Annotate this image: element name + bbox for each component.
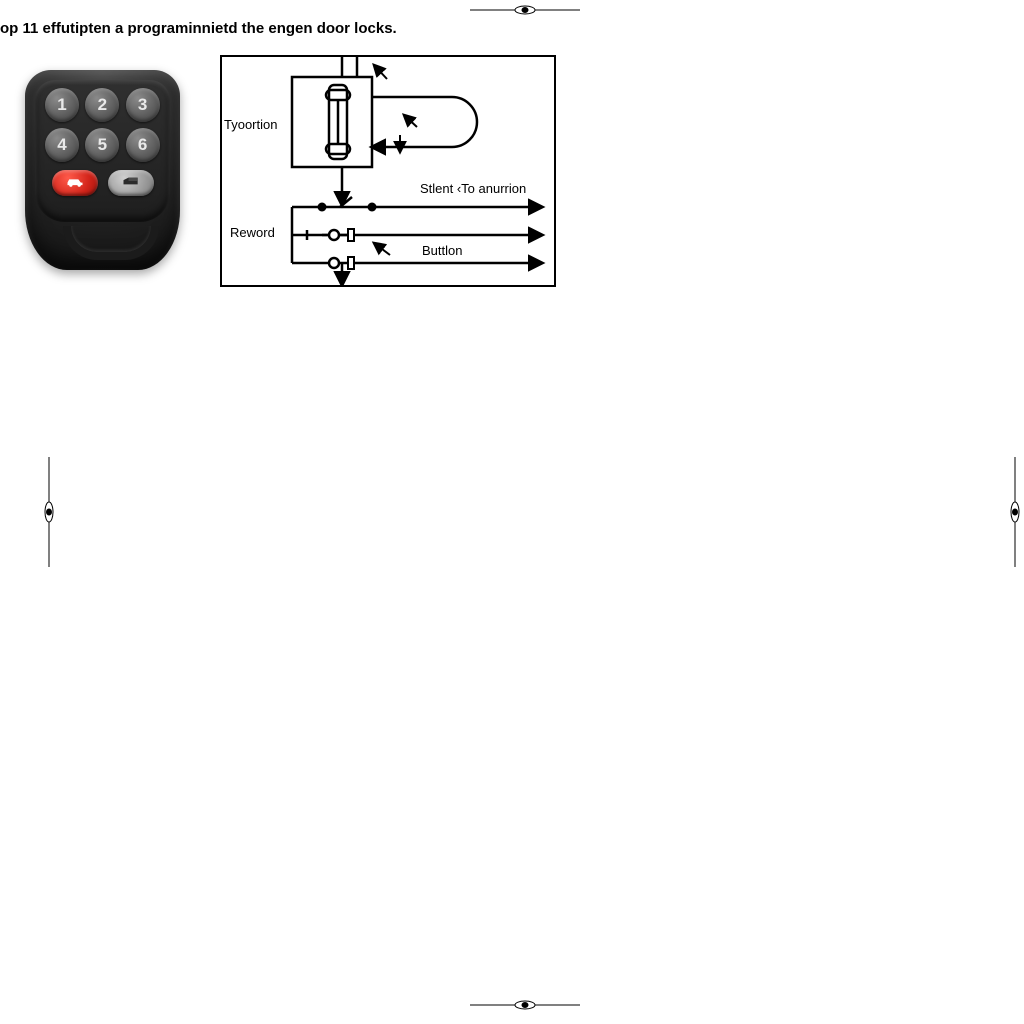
- panic-button[interactable]: [52, 170, 98, 196]
- keypad-button-3[interactable]: 3: [126, 88, 160, 122]
- divider-top-icon: [470, 3, 580, 17]
- keypad-button-6[interactable]: 6: [126, 128, 160, 162]
- keypad-button-1[interactable]: 1: [45, 88, 79, 122]
- keypad-button-2[interactable]: 2: [85, 88, 119, 122]
- diagram-label-buttlon: Buttlon: [422, 243, 462, 258]
- keypad-button-4[interactable]: 4: [45, 128, 79, 162]
- keypad-button-5[interactable]: 5: [85, 128, 119, 162]
- diagram-label-reword: Reword: [230, 225, 275, 240]
- trunk-button[interactable]: [108, 170, 154, 196]
- divider-right-icon: [1008, 457, 1022, 567]
- divider-bottom-icon: [470, 998, 580, 1012]
- key-fob-number-pad: 1 2 3 4 5 6: [45, 88, 160, 162]
- wiring-diagram: Tyoortion Reword Stlent ‹To anurrion But…: [220, 55, 556, 287]
- key-fob: 1 2 3 4 5 6: [25, 70, 180, 270]
- trunk-icon: [121, 174, 141, 193]
- diagram-label-stlent: Stlent ‹To anurrion: [420, 181, 526, 196]
- divider-left-icon: [42, 457, 56, 567]
- key-fob-action-row: [49, 170, 156, 196]
- car-icon: [65, 174, 85, 193]
- page-title: op 11 effutipten a programinnietd the en…: [0, 20, 397, 37]
- diagram-label-tyoortion: Tyoortion: [224, 117, 277, 132]
